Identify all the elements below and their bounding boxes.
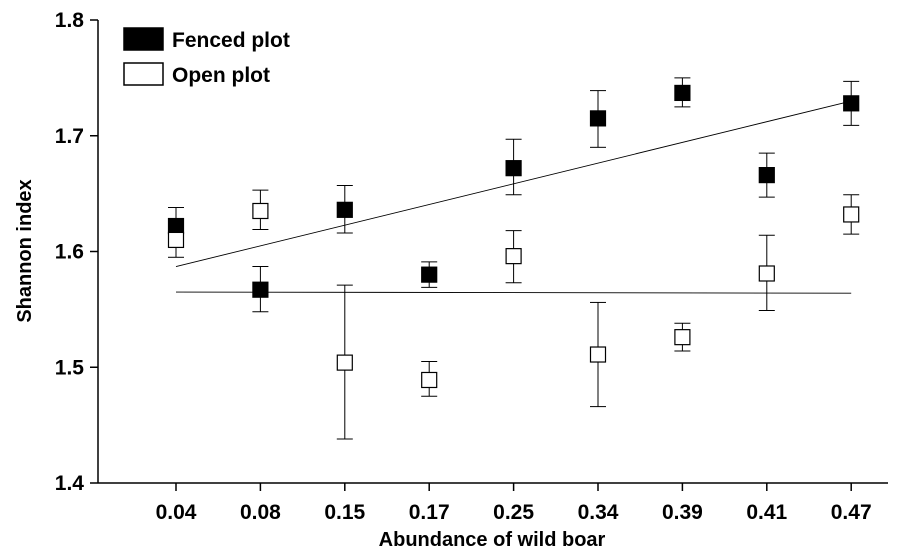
- open-point: [167, 231, 185, 249]
- tick-labels: 1.4 1.5 1.6 1.7 1.8 0.04 0.08 0.15 0.17 0.25 0.34 0…: [55, 9, 872, 524]
- fenced-point: [421, 266, 438, 283]
- open-trendline: [175, 291, 852, 294]
- x-tick-label: 0.47: [831, 501, 872, 524]
- fenced-point: [252, 281, 269, 298]
- legend-label-fenced: Fenced plot: [172, 29, 290, 52]
- x-tick-label: 0.17: [409, 501, 450, 524]
- axes: [97, 20, 888, 484]
- open-point: [758, 265, 775, 282]
- x-tick-label: 0.34: [578, 501, 619, 524]
- fenced-point: [589, 110, 607, 127]
- y-tick-label: 1.5: [55, 356, 85, 379]
- x-tick-label: 0.39: [662, 501, 703, 524]
- y-tick-label: 1.7: [55, 125, 84, 148]
- open-point: [252, 202, 269, 220]
- open-point: [336, 354, 353, 371]
- fenced-point: [843, 95, 860, 112]
- legend-swatch-fenced: [123, 27, 164, 51]
- open-point: [589, 346, 607, 363]
- y-axis-title: Shannon index: [14, 179, 36, 322]
- fenced-point: [674, 84, 691, 102]
- x-tick-label: 0.04: [156, 501, 197, 524]
- fenced-point: [336, 201, 353, 218]
- legend-swatch-open: [123, 62, 164, 86]
- x-tick-label: 0.41: [746, 501, 787, 524]
- open-point: [843, 206, 860, 223]
- legend: Fenced plot Open plot: [123, 27, 290, 87]
- fenced-point: [758, 167, 775, 184]
- open-point: [674, 329, 691, 346]
- legend-label-open: Open plot: [172, 64, 270, 87]
- plot-area: [167, 77, 860, 440]
- y-tick-label: 1.4: [55, 472, 85, 495]
- open-point: [421, 371, 438, 389]
- y-tick-label: 1.8: [55, 9, 85, 32]
- tick-marks: [90, 19, 852, 491]
- x-axis-title: Abundance of wild boar: [379, 529, 606, 551]
- x-tick-label: 0.25: [493, 501, 534, 524]
- open-point: [505, 248, 522, 265]
- x-tick-label: 0.08: [240, 501, 281, 524]
- y-tick-label: 1.6: [55, 241, 84, 264]
- x-tick-label: 0.15: [324, 501, 365, 524]
- fenced-point: [505, 160, 522, 177]
